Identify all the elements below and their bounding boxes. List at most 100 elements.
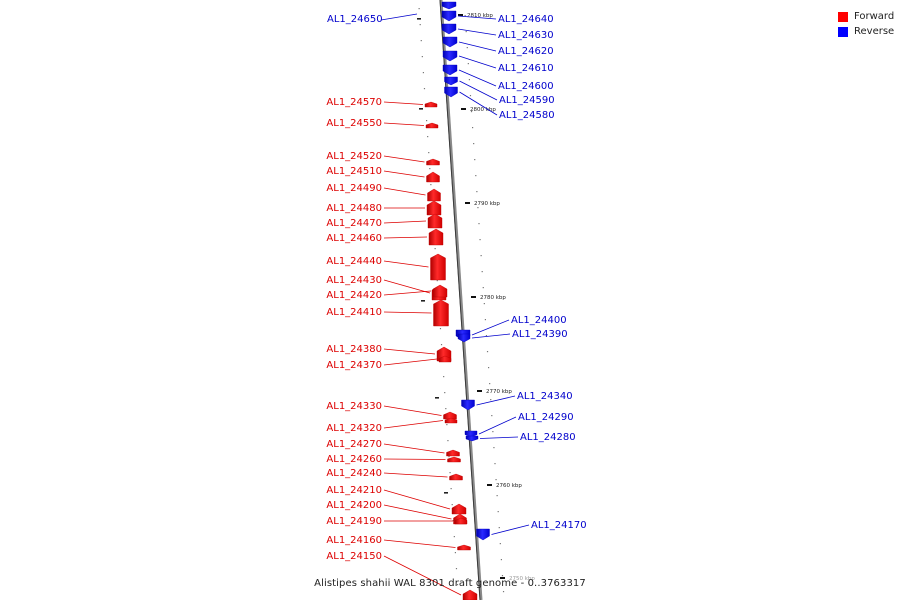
reverse-swatch — [838, 26, 848, 37]
track-dot — [479, 239, 481, 241]
forward-gene — [433, 299, 449, 327]
track-dot — [451, 504, 453, 506]
track-dot — [482, 287, 484, 289]
forward-gene — [446, 449, 460, 457]
track-dot — [480, 255, 482, 257]
track-dot — [493, 447, 495, 449]
gene-leader-line — [459, 91, 498, 116]
track-dot — [464, 15, 466, 17]
lane-dash — [444, 492, 448, 494]
track-dot — [472, 127, 474, 129]
forward-gene — [443, 411, 457, 420]
gene-leader-line — [383, 489, 451, 510]
tick-label: 2760 kbp — [496, 483, 522, 489]
track-dot — [422, 72, 424, 74]
reverse-gene — [441, 23, 457, 35]
track-dot — [440, 344, 443, 346]
gene-label: AL1_24570 — [326, 97, 382, 108]
track-dot — [492, 431, 494, 433]
track-dot — [439, 328, 442, 330]
track-dot — [470, 111, 473, 113]
tick-mark — [500, 577, 505, 579]
track-dot — [447, 440, 449, 442]
gene-label: AL1_24170 — [531, 520, 587, 531]
track-dot — [501, 575, 504, 577]
track-dot — [483, 303, 485, 305]
forward-gene — [457, 544, 471, 551]
forward-gene — [438, 355, 452, 363]
gene-label: AL1_24440 — [326, 256, 382, 267]
forward-gene — [426, 158, 440, 166]
gene-leader-line — [471, 333, 511, 339]
track-dot — [486, 351, 489, 353]
gene-leader-line — [479, 436, 519, 439]
track-dot — [448, 456, 450, 458]
gene-label: AL1_24630 — [498, 30, 554, 41]
track-dot — [436, 280, 438, 282]
track-dot — [420, 40, 422, 42]
gene-label: AL1_24270 — [326, 439, 382, 450]
gene-leader-line — [458, 55, 497, 69]
gene-label: AL1_24430 — [326, 275, 382, 286]
track-dot — [449, 472, 451, 474]
track-dot — [485, 335, 488, 337]
track-dot — [475, 175, 477, 177]
track-dot — [465, 31, 467, 33]
track-dot — [418, 8, 420, 10]
tick-label: 2790 kbp — [474, 201, 500, 207]
track-dot — [474, 159, 476, 161]
forward-gene — [449, 473, 463, 481]
tick-label: 2770 kbp — [486, 389, 512, 395]
gene-leader-line — [383, 555, 462, 596]
gene-label: AL1_24370 — [326, 360, 382, 371]
track-dot — [455, 568, 458, 570]
track-dot — [446, 424, 448, 426]
track-dot — [443, 376, 445, 378]
track-dot — [466, 47, 468, 49]
gene-leader-line — [383, 420, 444, 429]
track-dot — [467, 63, 469, 65]
track-dot — [430, 184, 432, 186]
tick-label: 2800 kbp — [470, 107, 496, 113]
gene-label: AL1_24150 — [326, 551, 382, 562]
reverse-gene — [444, 76, 458, 86]
track-dot — [489, 383, 491, 385]
gene-label: AL1_24590 — [499, 95, 555, 106]
gene-label: AL1_24380 — [326, 344, 382, 355]
gene-leader-line — [458, 41, 497, 52]
legend-item-reverse: Reverse — [838, 24, 894, 39]
reverse-gene — [441, 1, 457, 10]
forward-gene — [430, 253, 446, 281]
forward-gene — [426, 200, 442, 216]
gene-leader-line — [383, 358, 438, 366]
tick-mark — [477, 390, 482, 392]
tick-mark — [487, 484, 492, 486]
tick-label: 2780 kbp — [480, 295, 506, 301]
gene-label: AL1_24240 — [326, 468, 382, 479]
gene-label: AL1_24390 — [512, 329, 568, 340]
forward-gene — [428, 228, 444, 246]
track-dot — [481, 271, 483, 273]
gene-leader-line — [383, 170, 425, 178]
gene-leader-line — [383, 472, 448, 478]
gene-leader-line — [383, 155, 425, 163]
gene-leader-line — [383, 311, 432, 314]
gene-leader-line — [383, 290, 432, 296]
gene-label: AL1_24520 — [326, 151, 382, 162]
gene-label: AL1_24340 — [517, 391, 573, 402]
gene-leader-line — [459, 80, 498, 101]
chromosome-axis — [439, 0, 483, 600]
reverse-gene — [441, 10, 457, 22]
track-dot — [427, 136, 429, 138]
track-dot — [496, 495, 498, 497]
track-dot — [450, 488, 452, 490]
legend-item-forward: Forward — [838, 9, 894, 24]
track-dot — [428, 152, 430, 154]
gene-leader-line — [383, 187, 426, 196]
gene-label: AL1_24640 — [498, 14, 554, 25]
gene-label: AL1_24280 — [520, 432, 576, 443]
track-dot — [434, 248, 436, 250]
gene-leader-line — [471, 319, 510, 336]
track-dot — [497, 511, 499, 513]
